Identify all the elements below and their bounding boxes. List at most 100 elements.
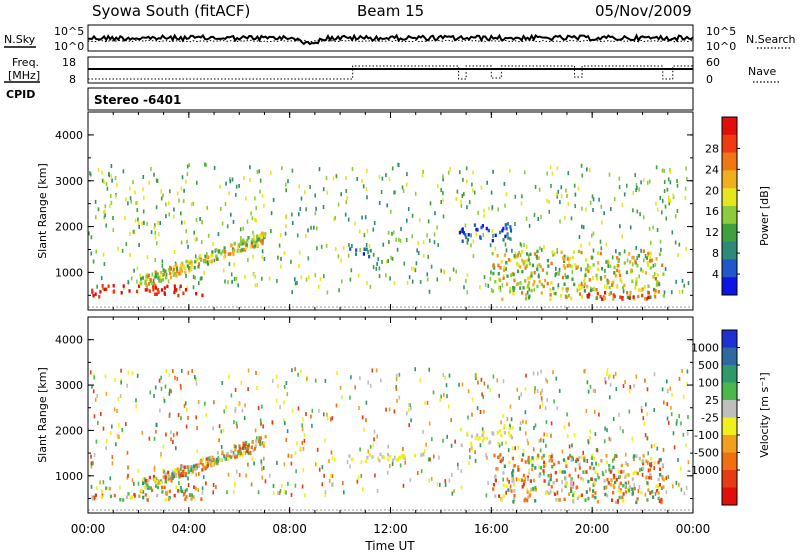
scatter-cell <box>655 165 658 170</box>
scatter-cell <box>93 453 96 457</box>
scatter-cell <box>540 391 542 396</box>
scatter-cell <box>324 493 327 498</box>
scatter-cell <box>623 283 626 288</box>
colorbar-tick: -25 <box>701 412 719 425</box>
scatter-cell <box>142 209 145 214</box>
scatter-cell <box>146 498 149 502</box>
scatter-cell <box>146 486 149 490</box>
scatter-cell <box>533 478 536 483</box>
scatter-cell <box>492 431 495 436</box>
scatter-cell <box>580 163 583 168</box>
scatter-cell <box>413 266 415 271</box>
scatter-cell <box>645 475 648 480</box>
scatter-cell <box>591 494 594 498</box>
scatter-cell <box>190 260 193 265</box>
scatter-cell <box>153 292 156 296</box>
scatter-cell <box>365 400 368 405</box>
scatter-cell <box>228 374 230 379</box>
scatter-cell <box>140 488 143 493</box>
scatter-cell <box>473 190 476 195</box>
scatter-cell <box>557 283 560 288</box>
scatter-cell <box>157 290 160 295</box>
scatter-cell <box>172 265 175 270</box>
scatter-cell <box>580 283 583 288</box>
scatter-cell <box>687 460 690 465</box>
scatter-cell <box>166 284 169 289</box>
scatter-cell <box>120 291 123 295</box>
scatter-cell <box>528 281 531 285</box>
scatter-cell <box>535 254 538 259</box>
scatter-cell <box>95 249 97 254</box>
scatter-cell <box>160 189 162 194</box>
scatter-cell <box>631 279 634 283</box>
scatter-cell <box>645 402 647 407</box>
scatter-cell <box>101 284 104 288</box>
velocity-panel: 00:00 04:00 08:00 12:00 16:00 20:00 00:0010002… <box>36 316 710 553</box>
scatter-cell <box>178 481 180 485</box>
scatter-cell <box>446 434 448 439</box>
scatter-cell <box>618 412 620 417</box>
scatter-cell <box>545 443 547 448</box>
scatter-cell <box>458 382 460 387</box>
scatter-cell <box>648 259 652 263</box>
scatter-cell <box>508 433 511 438</box>
scatter-cell <box>507 488 510 492</box>
scatter-cell <box>653 408 655 412</box>
scatter-cell <box>95 439 98 444</box>
scatter-cell <box>666 402 669 407</box>
scatter-cell <box>385 273 387 278</box>
scatter-cell <box>669 169 672 174</box>
scatter-cell <box>194 486 197 491</box>
scatter-cell <box>582 450 584 455</box>
scatter-cell <box>563 497 566 502</box>
scatter-cell <box>526 490 529 494</box>
scatter-cell <box>492 487 495 491</box>
scatter-cell <box>283 418 285 423</box>
scatter-cell <box>90 464 93 469</box>
scatter-cell <box>474 458 477 463</box>
scatter-cell <box>194 275 196 280</box>
scatter-cell <box>261 441 264 445</box>
scatter-cell <box>578 466 581 470</box>
scatter-cell <box>249 165 251 170</box>
scatter-cell <box>225 405 227 410</box>
scatter-cell <box>286 429 289 434</box>
scatter-cell <box>382 242 385 247</box>
scatter-cell <box>653 443 656 448</box>
scatter-cell <box>119 498 122 502</box>
scatter-cell <box>373 429 376 434</box>
scatter-cell <box>502 238 505 242</box>
scatter-cell <box>619 295 622 299</box>
scatter-cell <box>646 412 648 417</box>
scatter-cell <box>341 279 343 284</box>
scatter-cell <box>346 460 349 465</box>
scatter-cell <box>585 207 587 212</box>
scatter-cell <box>631 477 634 481</box>
scatter-cell <box>593 286 596 291</box>
scatter-cell <box>227 472 230 477</box>
scatter-cell <box>330 417 332 422</box>
scatter-cell <box>576 288 579 293</box>
scatter-cell <box>416 248 418 253</box>
scatter-cell <box>450 443 453 448</box>
scatter-cell <box>378 174 381 179</box>
scatter-cell <box>442 214 445 219</box>
scatter-cell <box>577 474 580 479</box>
scatter-cell <box>126 450 129 455</box>
scatter-cell <box>126 383 128 388</box>
scatter-cell <box>683 283 685 288</box>
scatter-cell <box>561 287 564 291</box>
scatter-cell <box>252 272 255 277</box>
scatter-cell <box>643 258 645 263</box>
scatter-cell <box>349 464 351 469</box>
scatter-cell <box>466 431 469 436</box>
scatter-cell <box>641 408 643 413</box>
scatter-cell <box>649 266 652 270</box>
scatter-cell <box>638 485 641 489</box>
scatter-cell <box>423 253 425 258</box>
scatter-cell <box>510 489 513 493</box>
scatter-cell <box>635 183 638 187</box>
scatter-cell <box>533 212 536 217</box>
scatter-cell <box>625 460 627 465</box>
scatter-cell <box>396 247 399 252</box>
